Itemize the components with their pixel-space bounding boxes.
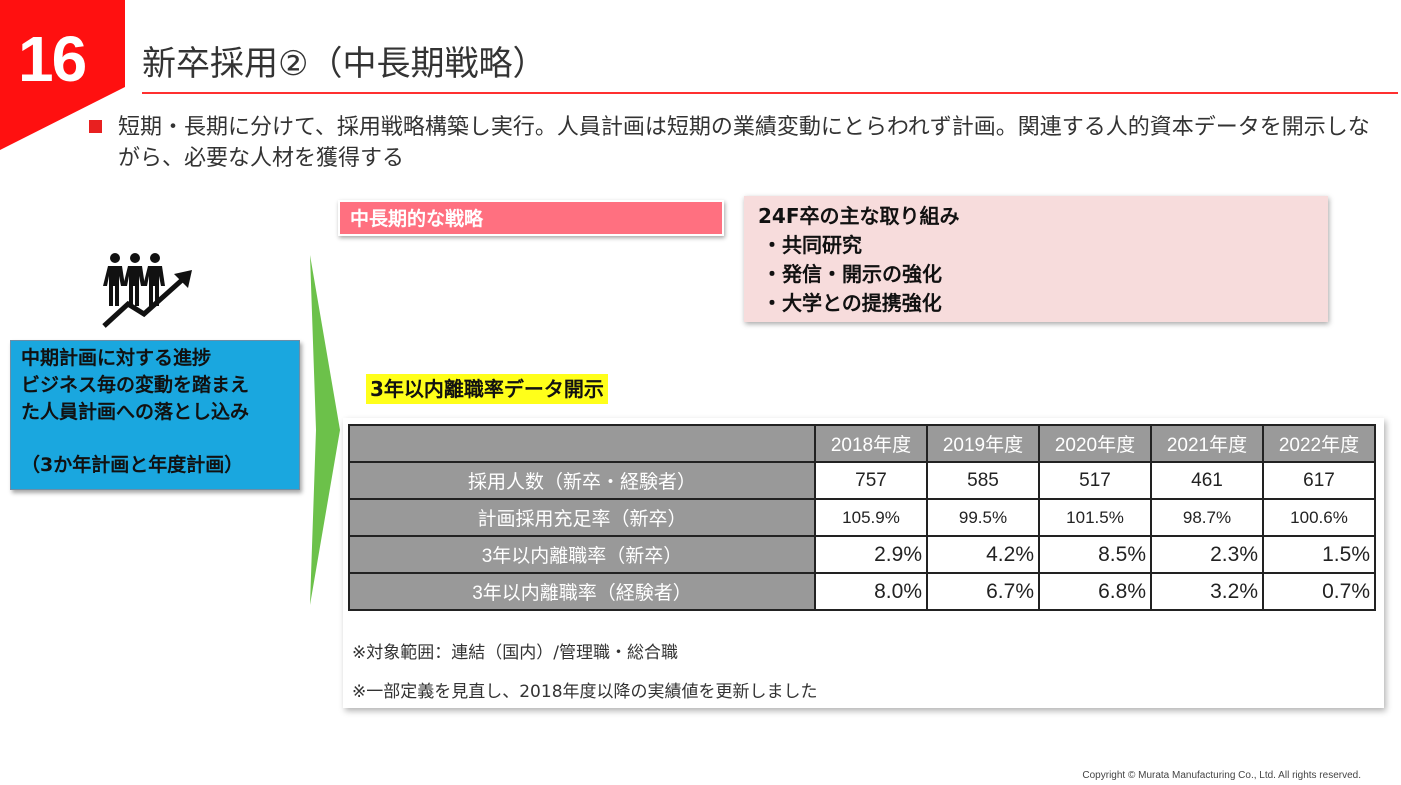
row-label: 計画採用充足率（新卒）	[348, 498, 816, 537]
year-header: 2020年度	[1038, 424, 1152, 463]
table-row: 採用人数（新卒・経験者） 757 585 517 461 617	[348, 461, 1376, 500]
right-arrow-icon	[310, 255, 340, 605]
table-heading: 3年以内離職率データ開示	[366, 374, 608, 404]
initiative-item: ・共同研究	[762, 233, 862, 257]
table-cell: 3.2%	[1150, 572, 1264, 611]
row-label: 3年以内離職率（新卒）	[348, 535, 816, 574]
table-cell: 2.9%	[814, 535, 928, 574]
table-cell: 585	[926, 461, 1040, 500]
table-cell: 6.7%	[926, 572, 1040, 611]
table-cell: 105.9%	[814, 498, 928, 537]
table-cell: 4.2%	[926, 535, 1040, 574]
table-cell: 101.5%	[1038, 498, 1152, 537]
table-corner-cell	[348, 424, 816, 463]
table-cell: 2.3%	[1150, 535, 1264, 574]
title-divider	[142, 92, 1398, 94]
year-header: 2018年度	[814, 424, 928, 463]
table-note: ※一部定義を見直し、2018年度以降の実績値を更新しました	[352, 682, 818, 702]
plan-line: ビジネス毎の変動を踏まえ	[21, 374, 250, 396]
table-header-row: 2018年度 2019年度 2020年度 2021年度 2022年度	[348, 424, 1376, 463]
initiative-item: ・発信・開示の強化	[762, 262, 942, 286]
attrition-table: 2018年度 2019年度 2020年度 2021年度 2022年度 採用人数（…	[348, 424, 1376, 611]
initiatives-title: 24F卒の主な取り組み	[758, 204, 960, 228]
bullet-text: 短期・長期に分けて、採用戦略構築し実行。人員計画は短期の業績変動にとらわれず計画…	[118, 115, 1370, 171]
table-cell: 617	[1262, 461, 1376, 500]
initiative-item: ・大学との提携強化	[762, 291, 942, 315]
table-cell: 1.5%	[1262, 535, 1376, 574]
attrition-table-panel: 2018年度 2019年度 2020年度 2021年度 2022年度 採用人数（…	[343, 418, 1384, 708]
table-row: 計画採用充足率（新卒） 105.9% 99.5% 101.5% 98.7% 10…	[348, 498, 1376, 537]
table-row: 3年以内離職率（経験者） 8.0% 6.7% 6.8% 3.2% 0.7%	[348, 572, 1376, 611]
table-cell: 8.5%	[1038, 535, 1152, 574]
row-label: 採用人数（新卒・経験者）	[348, 461, 816, 500]
row-label: 3年以内離職率（経験者）	[348, 572, 816, 611]
mid-term-plan-box: 中期計画に対する進捗 ビジネス毎の変動を踏まえ た人員計画への落とし込み （3か…	[10, 340, 300, 490]
table-note: ※対象範囲：連結（国内）/管理職・総合職	[352, 643, 678, 663]
table-cell: 757	[814, 461, 928, 500]
table-row: 3年以内離職率（新卒） 2.9% 4.2% 8.5% 2.3% 1.5%	[348, 535, 1376, 574]
table-cell: 517	[1038, 461, 1152, 500]
plan-line: 中期計画に対する進捗	[21, 347, 212, 369]
year-header: 2019年度	[926, 424, 1040, 463]
table-cell: 461	[1150, 461, 1264, 500]
table-cell: 98.7%	[1150, 498, 1264, 537]
slide-title: 新卒採用②（中長期戦略）	[142, 44, 547, 84]
table-cell: 0.7%	[1262, 572, 1376, 611]
table-cell: 100.6%	[1262, 498, 1376, 537]
table-cell: 99.5%	[926, 498, 1040, 537]
bullet-icon	[89, 120, 102, 133]
table-cell: 8.0%	[814, 572, 928, 611]
initiatives-box: 24F卒の主な取り組み ・共同研究 ・発信・開示の強化 ・大学との提携強化	[744, 196, 1328, 322]
plan-line: た人員計画への落とし込み	[21, 401, 250, 423]
year-header: 2021年度	[1150, 424, 1264, 463]
people-growth-icon	[102, 253, 192, 328]
copyright: Copyright © Murata Manufacturing Co., Lt…	[1082, 770, 1361, 781]
page-number: 16	[18, 23, 87, 95]
year-header: 2022年度	[1262, 424, 1376, 463]
strategy-label: 中長期的な戦略	[338, 200, 724, 236]
plan-note: （3か年計画と年度計画）	[21, 454, 244, 476]
table-cell: 6.8%	[1038, 572, 1152, 611]
